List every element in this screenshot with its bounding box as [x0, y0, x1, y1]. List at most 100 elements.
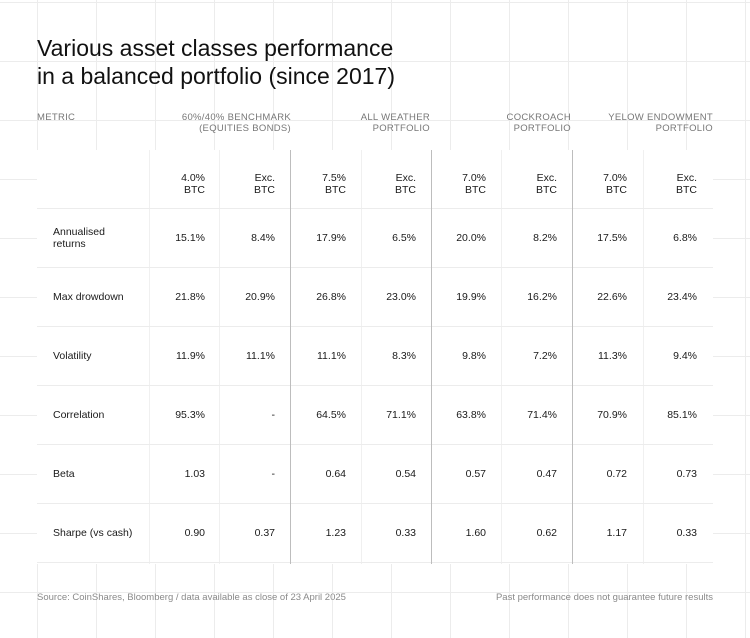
title-line-2: in a balanced portfolio (since 2017) — [37, 63, 396, 89]
metric-label-line-1: Annualised — [53, 226, 105, 238]
value-cell: 8.2% — [533, 232, 557, 244]
subheader-line-1: 4.0% — [181, 172, 205, 184]
value-cell: 11.3% — [598, 350, 627, 362]
value-cell: 17.5% — [597, 232, 627, 244]
subheader-line-1: Exc. — [676, 172, 697, 184]
value-cell: 9.4% — [673, 350, 697, 362]
subheader-line-2: BTC — [676, 184, 697, 196]
value-cell: 0.54 — [395, 468, 416, 480]
source-note: Source: CoinShares, Bloomberg / data ava… — [37, 592, 346, 603]
subheader-line-2: BTC — [184, 184, 205, 196]
subheader-line-2: BTC — [395, 184, 416, 196]
value-cell: 0.72 — [606, 468, 627, 480]
value-cell: 0.90 — [184, 527, 205, 539]
value-cell: 6.8% — [673, 232, 697, 244]
value-cell: 17.9% — [316, 232, 346, 244]
value-cell: 23.4% — [667, 291, 697, 303]
table-row: Annualised returns 15.1% 8.4% 17.9% 6.5% 20.0%… — [37, 208, 713, 268]
group-divider — [431, 150, 432, 564]
group-header-line-1: ALL WEATHER — [360, 112, 430, 123]
subheader-line-1: Exc. — [254, 172, 275, 184]
title-line-1: Various asset classes performance — [37, 35, 394, 61]
value-cell: 11.1% — [246, 350, 275, 362]
value-cell: 8.4% — [251, 232, 275, 244]
subheader-line-1: Exc. — [536, 172, 557, 184]
value-cell: 64.5% — [316, 409, 346, 421]
metric-label-line-1: Max drowdown — [53, 291, 124, 303]
table-row: Volatility 11.9% 11.1% 11.1% 8.3% 9.8% 7.2% 11.… — [37, 326, 713, 386]
value-cell: 71.4% — [527, 409, 557, 421]
value-cell: 26.8% — [316, 291, 346, 303]
group-header-line-2: (EQUITIES BONDS) — [199, 123, 291, 134]
subheader-cell: Exc. BTC — [217, 172, 275, 196]
value-cell: 21.8% — [175, 291, 205, 303]
table-row: Max drowdown 21.8% 20.9% 26.8% 23.0% 19.9% 16.… — [37, 267, 713, 327]
value-cell: - — [271, 409, 276, 421]
subheader-line-1: 7.5% — [322, 172, 346, 184]
metric-label: Annualised returns — [53, 226, 153, 250]
value-cell: 1.60 — [465, 527, 486, 539]
value-cell: 95.3% — [175, 409, 205, 421]
metric-label: Volatility — [53, 350, 153, 362]
value-cell: 16.2% — [527, 291, 557, 303]
value-cell: 71.1% — [386, 409, 416, 421]
group-header-all-weather: ALL WEATHER PORTFOLIO — [300, 112, 430, 134]
subheader-line-1: 7.0% — [462, 172, 486, 184]
metric-label: Correlation — [53, 409, 153, 421]
value-cell: 0.33 — [676, 527, 697, 539]
column-divider — [219, 150, 220, 564]
value-cell: 70.9% — [597, 409, 627, 421]
metric-label: Max drowdown — [53, 291, 153, 303]
subheader-line-1: Exc. — [395, 172, 416, 184]
group-header-cockroach: COCKROACH PORTFOLIO — [440, 112, 571, 134]
column-divider — [643, 150, 644, 564]
group-divider — [572, 150, 573, 564]
value-cell: 22.6% — [597, 291, 627, 303]
value-cell: 11.1% — [317, 350, 346, 362]
value-cell: 1.03 — [184, 468, 205, 480]
column-divider — [361, 150, 362, 564]
subheader-cell: 4.0% BTC — [147, 172, 205, 196]
value-cell: 0.73 — [676, 468, 697, 480]
subheader-cell: Exc. BTC — [499, 172, 557, 196]
group-header-line-2: PORTFOLIO — [513, 123, 571, 134]
subheader-cell: 7.0% BTC — [569, 172, 627, 196]
value-cell: 9.8% — [462, 350, 486, 362]
value-cell: 7.2% — [533, 350, 557, 362]
group-header-line-1: COCKROACH — [506, 112, 571, 123]
value-cell: 0.62 — [536, 527, 557, 539]
group-header-benchmark: 60%/40% BENCHMARK (EQUITIES BONDS) — [150, 112, 291, 134]
group-header-line-2: PORTFOLIO — [655, 123, 713, 134]
metric-header-label: METRIC — [37, 112, 76, 123]
metric-label-line-1: Correlation — [53, 409, 105, 421]
column-divider — [149, 150, 150, 564]
table-row: Sharpe (vs cash) 0.90 0.37 1.23 0.33 1.60 0.62… — [37, 503, 713, 563]
value-cell: 1.23 — [325, 527, 346, 539]
metric-label-line-2: returns — [53, 238, 86, 250]
group-header-line-2: PORTFOLIO — [372, 123, 430, 134]
table-row: Correlation 95.3% - 64.5% 71.1% 63.8% 71.4% 70.… — [37, 385, 713, 445]
subheader-line-2: BTC — [606, 184, 627, 196]
header-row: 4.0% BTC Exc. BTC 7.5% BTC Exc. BTC 7.0% BTC … — [37, 150, 713, 209]
page-title: Various asset classes performance in a b… — [37, 34, 557, 90]
value-cell: 8.3% — [392, 350, 416, 362]
value-cell: 0.64 — [325, 468, 346, 480]
column-divider — [501, 150, 502, 564]
subheader-cell: Exc. BTC — [358, 172, 416, 196]
value-cell: - — [271, 468, 276, 480]
metric-column-header: METRIC — [37, 112, 75, 123]
value-cell: 6.5% — [392, 232, 416, 244]
subheader-line-2: BTC — [536, 184, 557, 196]
subheader-cell: Exc. BTC — [639, 172, 697, 196]
value-cell: 0.37 — [254, 527, 275, 539]
group-divider — [290, 150, 291, 564]
metric-label: Beta — [53, 468, 153, 480]
value-cell: 19.9% — [456, 291, 486, 303]
table-row: Beta 1.03 - 0.64 0.54 0.57 0.47 0.72 0.73 — [37, 444, 713, 504]
value-cell: 15.1% — [175, 232, 205, 244]
subheader-cell: 7.0% BTC — [428, 172, 486, 196]
metric-label: Sharpe (vs cash) — [53, 527, 153, 539]
value-cell: 85.1% — [667, 409, 697, 421]
group-header-yelow-endowment: YELOW ENDOWMENT PORTFOLIO — [580, 112, 713, 134]
subheader-line-2: BTC — [254, 184, 275, 196]
